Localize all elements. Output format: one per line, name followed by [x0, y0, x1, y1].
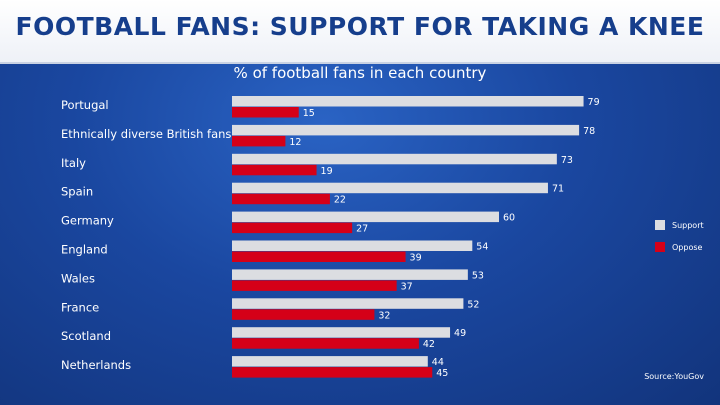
data-label-support: 71 [552, 184, 564, 195]
bar-oppose [232, 338, 419, 349]
bar-oppose [232, 164, 317, 176]
data-label-oppose: 12 [289, 137, 301, 148]
data-label-oppose: 32 [378, 310, 390, 321]
category-label: France [61, 300, 99, 314]
bar-oppose [232, 251, 406, 262]
category-label: Ethnically diverse British fans [61, 127, 231, 141]
data-label-support: 79 [588, 97, 600, 108]
data-label-support: 73 [561, 155, 573, 166]
bar-support [232, 96, 584, 107]
data-label-support: 49 [454, 328, 466, 339]
chart-subtitle: % of football fans in each country [233, 64, 487, 82]
data-label-support: 60 [503, 213, 515, 224]
bar-oppose [232, 367, 433, 378]
bar-oppose [232, 107, 299, 118]
legend-swatch-oppose [655, 242, 665, 252]
bar-support [232, 240, 473, 251]
bar-support [232, 298, 464, 309]
data-label-oppose: 15 [303, 108, 315, 119]
bar-support [232, 124, 580, 136]
data-label-support: 78 [583, 126, 595, 137]
bar-support [232, 153, 557, 165]
data-label-oppose: 37 [401, 281, 413, 292]
legend-swatch-support [655, 220, 665, 230]
data-label-support: 53 [472, 270, 484, 281]
category-label: Scotland [61, 329, 111, 343]
legend-label-oppose: Oppose [672, 242, 703, 252]
data-label-oppose: 39 [410, 253, 422, 264]
data-label-support: 54 [476, 242, 488, 253]
bar-support [232, 327, 451, 338]
chart-title: FOOTBALL FANS: SUPPORT FOR TAKING A KNEE [15, 12, 705, 41]
category-label: England [61, 243, 108, 257]
data-label-oppose: 22 [334, 195, 346, 206]
data-label-support: 52 [467, 299, 479, 310]
category-label: Wales [61, 271, 95, 285]
category-label: Portugal [61, 98, 109, 112]
legend: Support Oppose [655, 214, 704, 258]
legend-item-support: Support [655, 214, 704, 236]
data-label-oppose: 42 [423, 339, 435, 350]
bar-oppose [232, 193, 330, 205]
bar-oppose [232, 280, 397, 291]
bar-support [232, 211, 499, 223]
data-label-oppose: 19 [321, 166, 333, 177]
data-label-oppose: 27 [356, 224, 368, 235]
category-label: Germany [61, 214, 114, 228]
category-label: Italy [61, 156, 86, 170]
source-note: Source:YouGov [644, 372, 704, 381]
category-label: Netherlands [61, 358, 131, 372]
bar-oppose [232, 135, 286, 147]
category-label: Spain [61, 185, 93, 199]
title-bar: FOOTBALL FANS: SUPPORT FOR TAKING A KNEE [0, 0, 720, 64]
data-label-oppose: 45 [436, 368, 448, 379]
data-label-support: 44 [432, 357, 444, 368]
bar-support [232, 269, 468, 280]
bar-oppose [232, 222, 353, 234]
legend-label-support: Support [672, 220, 704, 230]
bar-oppose [232, 309, 375, 320]
bar-support [232, 356, 428, 367]
bar-support [232, 182, 548, 194]
legend-item-oppose: Oppose [655, 236, 704, 258]
